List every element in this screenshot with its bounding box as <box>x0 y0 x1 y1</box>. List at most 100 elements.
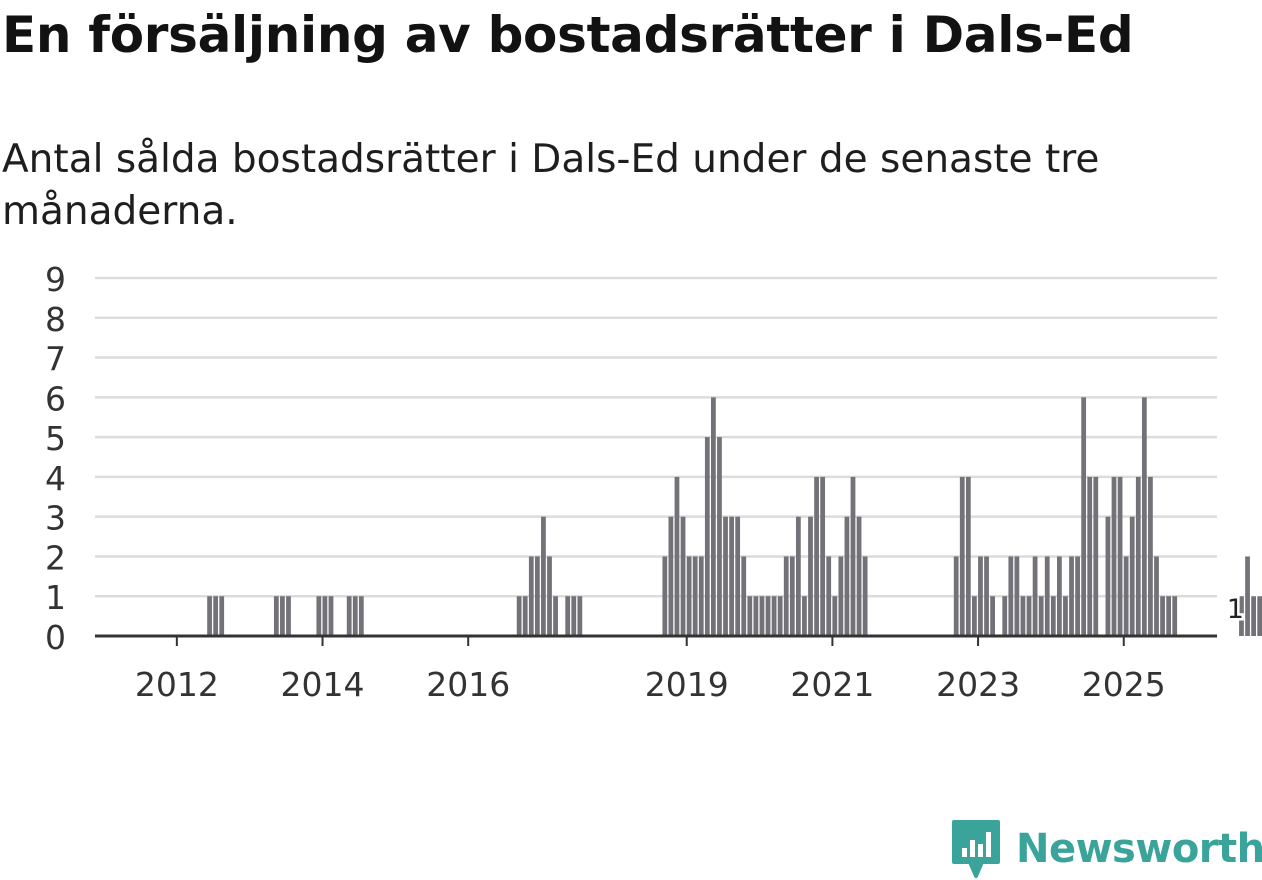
bar <box>1075 556 1080 636</box>
x-tick-label: 2012 <box>135 665 219 704</box>
bar <box>1093 476 1099 636</box>
bar <box>972 596 977 636</box>
bar <box>207 596 212 636</box>
bar <box>1056 556 1062 636</box>
bar <box>1154 556 1159 636</box>
bar <box>711 397 716 636</box>
bar <box>978 556 983 636</box>
bar <box>358 596 364 636</box>
bar <box>668 516 674 636</box>
newsworthy-logo[interactable]: Newsworthy <box>950 818 1262 880</box>
bar <box>1032 556 1038 636</box>
bar <box>838 556 844 636</box>
bar <box>565 596 571 636</box>
bar <box>1008 556 1014 636</box>
bar <box>953 556 959 636</box>
bar <box>1050 596 1056 636</box>
bar <box>1002 596 1008 636</box>
bar <box>698 556 704 636</box>
bar <box>814 476 819 636</box>
bar <box>1117 476 1123 636</box>
bar <box>965 476 971 636</box>
bar <box>1123 556 1129 636</box>
chart-title: En försäljning av bostadsrätter i Dals-E… <box>2 6 1134 64</box>
bar <box>680 516 686 636</box>
y-tick-label: 8 <box>45 300 66 339</box>
brand-name: Newsworthy <box>1016 826 1262 872</box>
bar <box>802 596 807 636</box>
bar <box>844 516 850 636</box>
newsworthy-logo-icon <box>952 820 1000 878</box>
bar <box>1135 476 1141 636</box>
bar <box>759 596 765 636</box>
x-tick-label: 2025 <box>1082 665 1166 704</box>
bar <box>747 596 753 636</box>
bar <box>686 556 692 636</box>
bar <box>674 476 680 636</box>
bar <box>1063 596 1068 636</box>
bar <box>1245 556 1250 636</box>
bar <box>826 556 832 636</box>
bar <box>547 556 552 636</box>
y-tick-label: 1 <box>45 578 66 617</box>
bar <box>783 556 789 636</box>
bar <box>1081 397 1087 636</box>
y-tick-label: 3 <box>45 499 66 538</box>
bar <box>692 556 698 636</box>
x-tick-label: 2023 <box>936 665 1020 704</box>
bar <box>1160 596 1165 636</box>
bar <box>316 596 322 636</box>
bar <box>1069 556 1074 636</box>
bar <box>1026 596 1032 636</box>
bar <box>765 596 771 636</box>
bar <box>741 556 747 636</box>
bar <box>1172 596 1178 636</box>
bar <box>352 596 358 636</box>
bar <box>1129 516 1135 636</box>
bar <box>856 516 862 636</box>
bar <box>516 596 522 636</box>
bar <box>280 596 285 636</box>
y-tick-label: 0 <box>45 618 66 657</box>
bar <box>1166 596 1172 636</box>
y-tick-label: 9 <box>45 260 66 299</box>
bar <box>1239 596 1244 636</box>
highlight-value-label: 1 <box>1227 594 1244 625</box>
bar <box>850 476 856 636</box>
bars <box>207 397 1262 636</box>
bar <box>795 516 801 636</box>
bar <box>273 596 279 636</box>
bar <box>541 516 546 636</box>
bar <box>729 516 734 636</box>
bar <box>771 596 777 636</box>
bar <box>528 556 534 636</box>
bar <box>1020 596 1026 636</box>
bar <box>213 596 219 636</box>
bar <box>735 516 741 636</box>
bar <box>522 596 528 636</box>
bar <box>346 596 352 636</box>
bar <box>984 556 989 636</box>
bar <box>717 437 722 636</box>
bar <box>1014 556 1020 636</box>
bar <box>1148 476 1153 636</box>
bar <box>753 596 759 636</box>
bar <box>662 556 668 636</box>
gridlines <box>95 276 1217 598</box>
bar <box>322 596 328 636</box>
bar <box>808 516 813 636</box>
bar <box>1087 476 1093 636</box>
chart-subtitle: Antal sålda bostadsrätter i Dals-Ed unde… <box>2 137 1100 234</box>
y-tick-label: 6 <box>45 379 66 418</box>
bar <box>577 596 583 636</box>
bar <box>820 476 826 636</box>
x-tick-label: 2016 <box>426 665 510 704</box>
bar <box>553 596 558 636</box>
bar <box>1141 397 1147 636</box>
bar <box>1044 556 1050 636</box>
bar <box>990 596 995 636</box>
data-labels: 1 <box>1224 592 1246 628</box>
bar <box>219 596 225 636</box>
